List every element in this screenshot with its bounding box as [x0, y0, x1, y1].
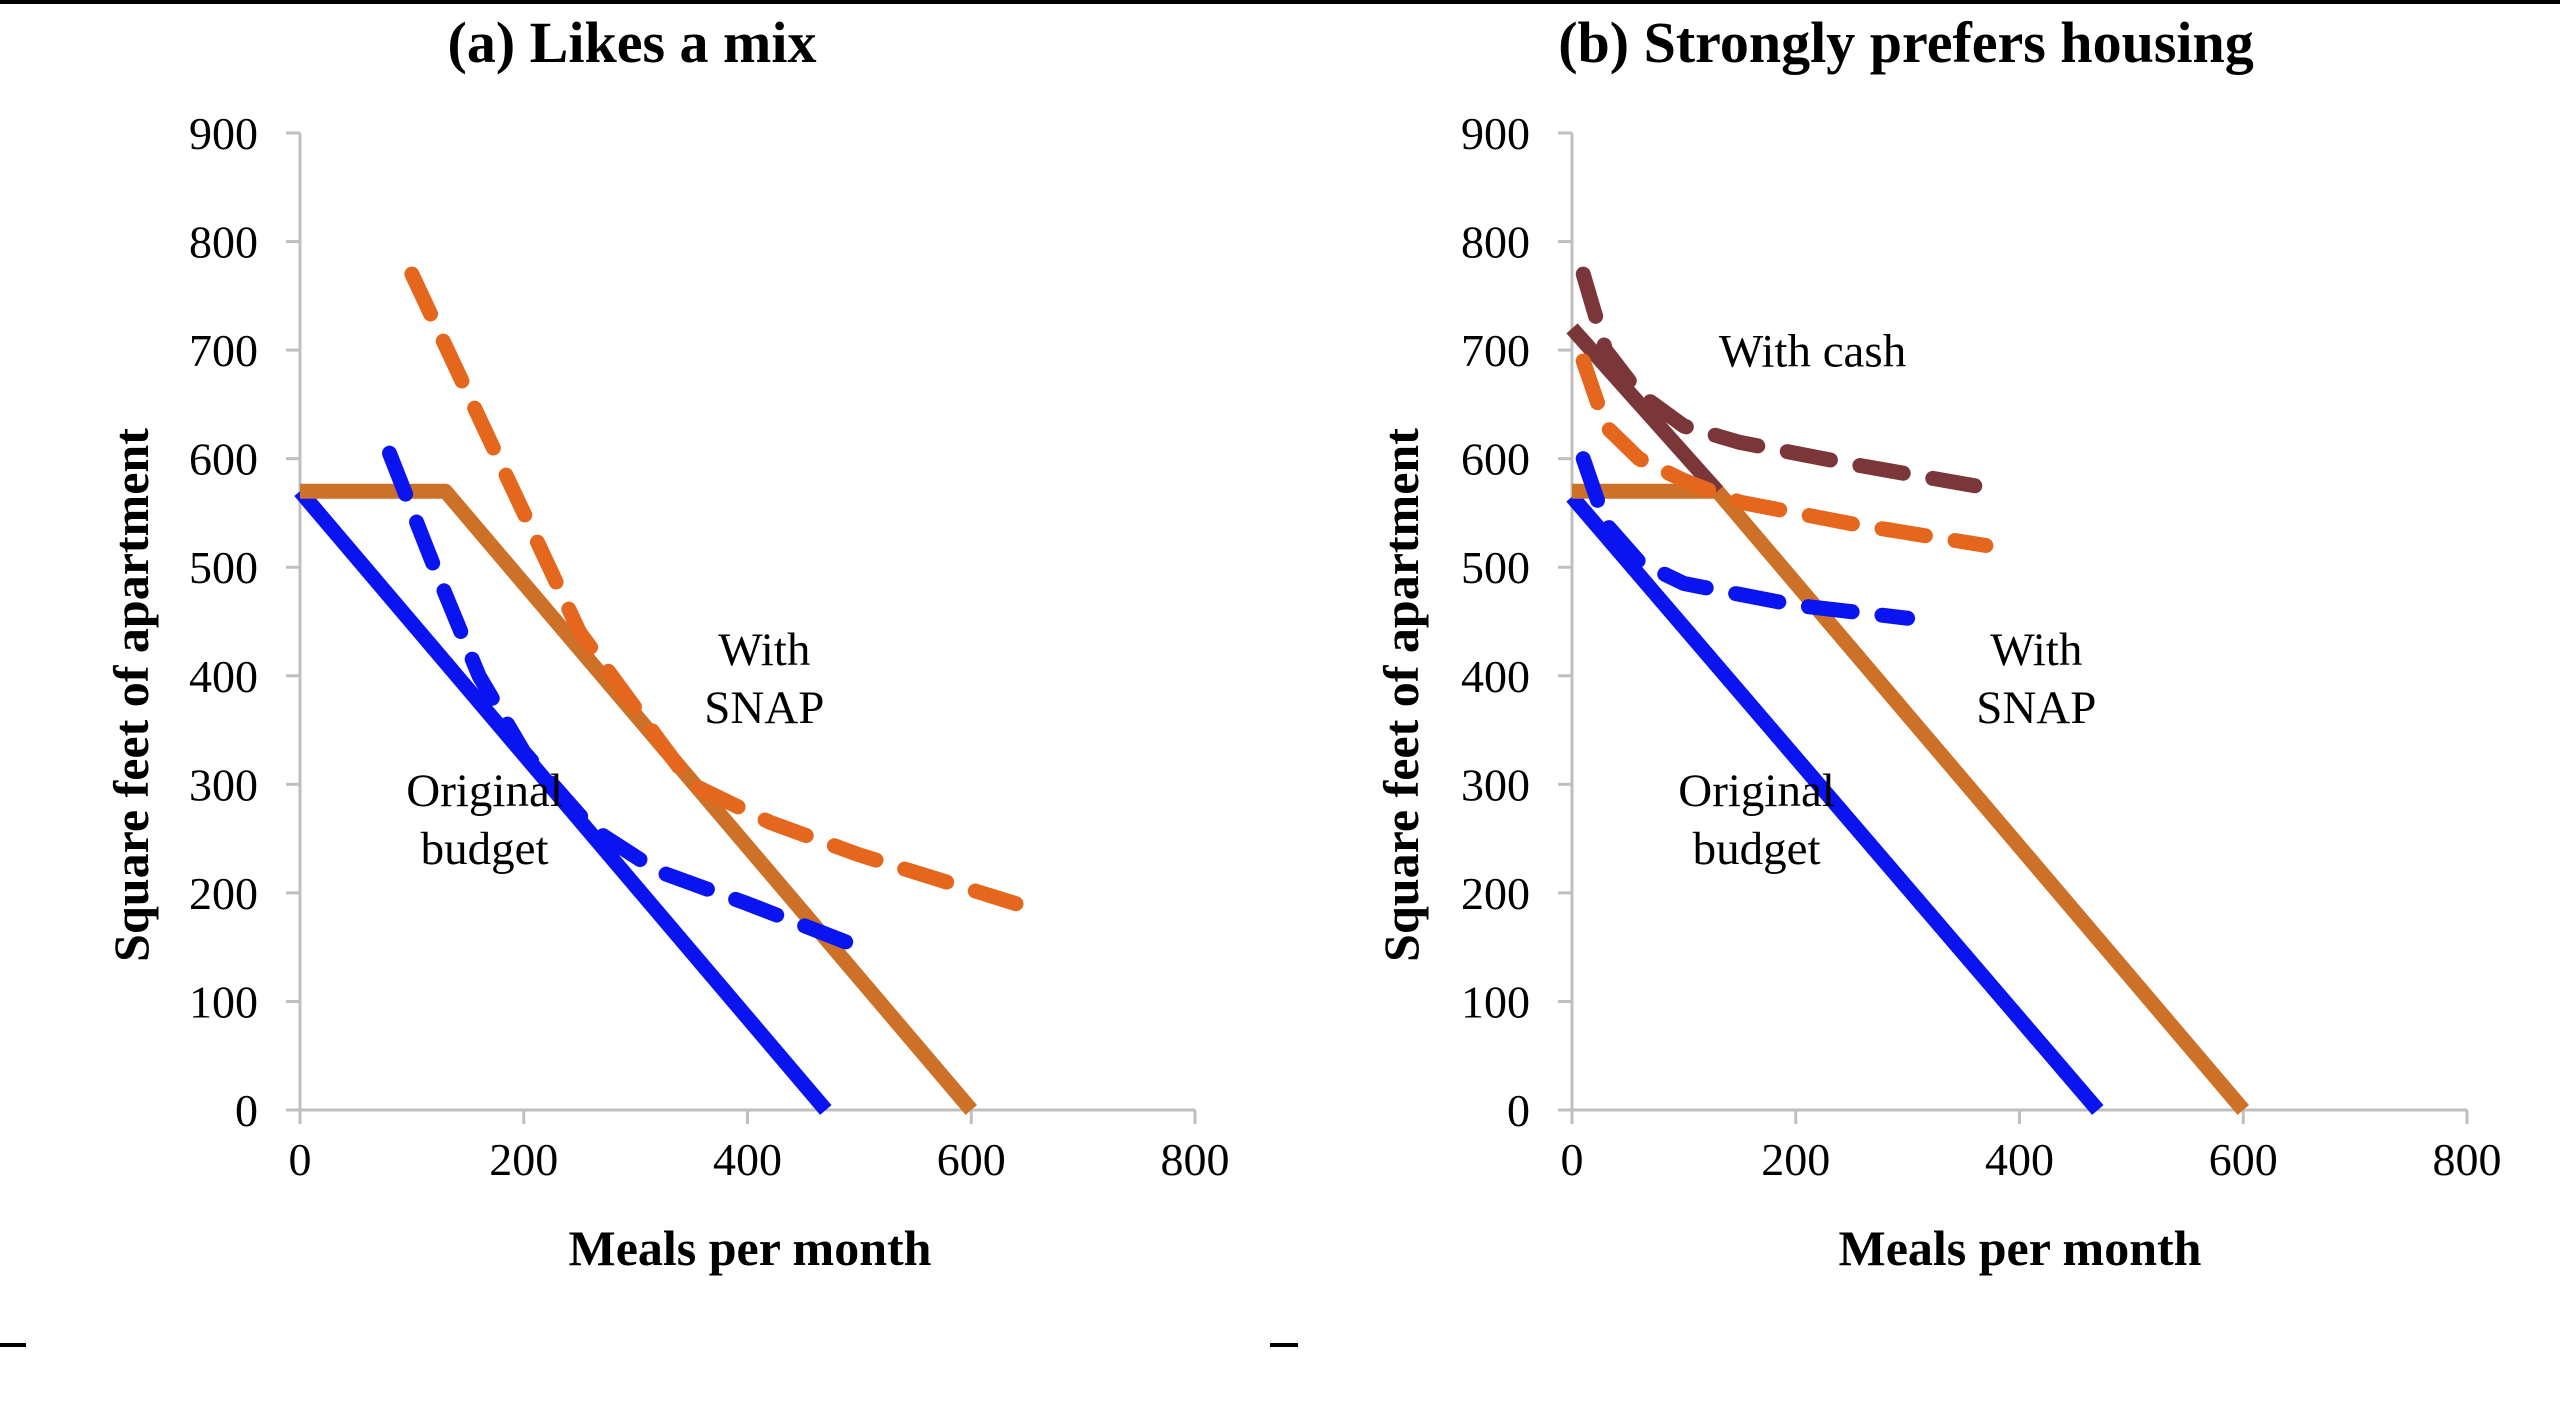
- annotation-line: With cash: [1719, 325, 1906, 377]
- y-tick-label: 500: [189, 542, 258, 593]
- x-tick-label: 0: [289, 1134, 312, 1185]
- annotation-line: SNAP: [704, 682, 824, 734]
- y-tick-label: 300: [1461, 759, 1530, 810]
- x-tick-label: 200: [1761, 1134, 1830, 1185]
- chart-strongly-prefers-housing: (b) Strongly prefers housing Meals per m…: [1373, 10, 2502, 1276]
- annotation-line: With: [718, 624, 810, 676]
- annotation-line: SNAP: [1976, 682, 2096, 734]
- x-tick-label: 200: [489, 1134, 558, 1185]
- y-tick-label: 400: [189, 651, 258, 702]
- x-tick-label: 800: [2433, 1134, 2502, 1185]
- annotation-1: Original budget: [406, 765, 563, 875]
- y-tick-label: 300: [189, 759, 258, 810]
- y-tick-label: 600: [189, 434, 258, 485]
- x-tick-label: 600: [2209, 1134, 2278, 1185]
- annotation-line: budget: [1693, 823, 1821, 875]
- budget-line-1: [300, 483, 978, 1115]
- y-tick-label: 500: [1461, 542, 1530, 593]
- y-tick-label: 0: [1507, 1085, 1530, 1136]
- x-tick-label: 600: [937, 1134, 1006, 1185]
- y-tick-label: 700: [1461, 325, 1530, 376]
- dashed-curve-3: [1575, 451, 1916, 626]
- x-axis-title: Meals per month: [1839, 1220, 2202, 1276]
- budget-line-0: [1566, 491, 2104, 1115]
- annotation-2: Original budget: [1678, 765, 1835, 875]
- y-tick-label: 900: [189, 108, 258, 159]
- y-tick-label: 400: [1461, 651, 1530, 702]
- budget-line-2: [1566, 323, 1723, 497]
- chart-likes-a-mix: (a) Likes a mix Meals per month Square f…: [103, 10, 1230, 1276]
- annotation-line: Original: [406, 765, 563, 817]
- x-tick-label: 400: [713, 1134, 782, 1185]
- y-axis-title: Square feet of apartment: [1373, 428, 1429, 962]
- y-tick-label: 800: [1461, 217, 1530, 268]
- annotation-line: Original: [1678, 765, 1835, 817]
- dashed-curve-5: [1575, 266, 1983, 494]
- y-tick-label: 0: [235, 1085, 258, 1136]
- x-tick-label: 0: [1561, 1134, 1584, 1185]
- chart-title: (b) Strongly prefers housing: [1558, 10, 2254, 75]
- x-axis-title: Meals per month: [569, 1220, 932, 1276]
- dashed-curve-3: [404, 266, 1024, 912]
- y-tick-label: 200: [1461, 868, 1530, 919]
- x-tick-label: 400: [1985, 1134, 2054, 1185]
- annotation-0: With SNAP: [704, 624, 824, 734]
- y-tick-label: 600: [1461, 434, 1530, 485]
- y-axis-title: Square feet of apartment: [103, 428, 159, 962]
- y-tick-label: 100: [1461, 976, 1530, 1027]
- y-tick-label: 100: [189, 976, 258, 1027]
- chart-title: (a) Likes a mix: [448, 10, 817, 75]
- annotation-line: budget: [421, 823, 549, 875]
- y-tick-label: 200: [189, 868, 258, 919]
- y-tick-label: 900: [1461, 108, 1530, 159]
- x-tick-label: 800: [1161, 1134, 1230, 1185]
- annotation-0: With cash: [1719, 325, 1906, 377]
- y-tick-label: 800: [189, 217, 258, 268]
- dashed-curve-2: [382, 445, 867, 955]
- y-tick-label: 700: [189, 325, 258, 376]
- annotation-1: With SNAP: [1976, 624, 2096, 734]
- dashed-curve-4: [1575, 353, 1994, 553]
- annotation-line: With: [1990, 624, 2082, 676]
